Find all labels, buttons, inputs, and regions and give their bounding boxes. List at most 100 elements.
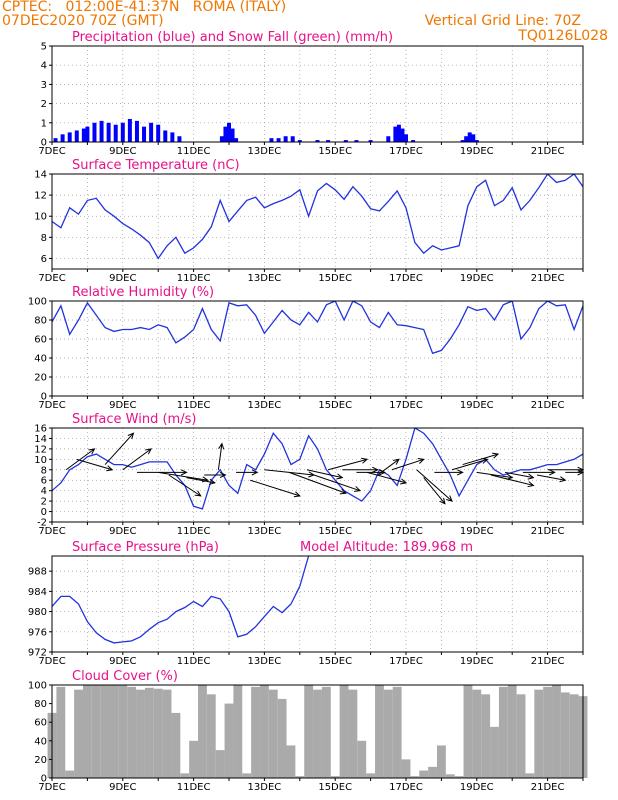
wind-arrow-head [194,490,202,497]
cloud-bar [304,685,314,778]
precip-bar [368,140,373,142]
precip-bar [386,136,391,142]
panel-3-area [52,301,583,396]
precip-bar [99,120,104,142]
header-station: CPTEC: 012:00E-41:37N ROMA (ITALY) [2,0,287,15]
panel-5-frame [51,555,584,653]
wind-arrow-head [392,458,400,465]
precip-bar [85,126,90,142]
panel-4-ytick-label: 14 [34,434,47,445]
cloud-bar [498,686,508,778]
cloud-bar [180,773,190,778]
cloud-bar [242,773,252,778]
cloud-bar [436,745,446,778]
panel-4-xtick-label: 15DEC [318,526,352,537]
precip-bar [142,126,147,142]
cloud-bar [321,686,331,778]
panel-4-xtick-label: 17DEC [389,526,423,537]
cloud-bar [490,726,499,778]
wind-arrow-head [88,448,96,455]
wind-arrow [366,471,407,484]
precip-bar [92,122,97,142]
panel-4-xtick-label: 7DEC [38,526,65,537]
wind-arrow [451,458,488,471]
panel-1-ytick-label: 5 [41,42,47,53]
precip-bar [460,140,465,142]
precip-bar [411,140,416,142]
cloud-bar [295,776,305,778]
precip-bar [269,138,274,142]
panel-1-frame [51,45,584,143]
panel-4-ytick-label: 8 [41,465,47,476]
panel-3-title: Relative Humidity (%) [72,285,214,300]
panel-3-xtick-label: 21DEC [531,400,565,411]
precip-bar [343,140,348,142]
cloud-bar [56,686,66,778]
wind-arrow-head [559,476,567,483]
panel-3-ytick-label: 60 [34,335,47,346]
wind-arrow-head [417,458,425,464]
wind-arrow [217,443,223,470]
cloud-bar [366,773,376,778]
panel-5-xtick-label: 7DEC [38,656,65,667]
precip-bar [393,126,398,142]
panel-4-xtick-label: 9DEC [109,526,136,537]
panel-6-ytick-label: 80 [34,699,47,710]
panel-6-xtick-label: 11DEC [177,782,211,793]
panel-4-xtick-label: 19DEC [460,526,494,537]
panel-5-ytick-label: 980 [28,607,47,618]
precip-bar [219,136,224,142]
panel-5-ytick-label: 976 [28,627,47,638]
precip-bar [396,124,401,142]
wind-arrow [250,479,300,497]
precip-bar [474,140,479,142]
panel-6-ytick-label: 60 [34,718,47,729]
cloud-bar [100,685,110,778]
precip-bar [177,136,182,142]
cloud-bar [153,688,163,778]
precip-bar [120,122,125,142]
panel-1-xtick-label: 13DEC [248,146,282,157]
panel-1-xtick-label: 9DEC [109,146,136,157]
panel-1-ytick-label: 1 [41,118,47,129]
cloud-bar [109,685,119,778]
cloud-bar [534,689,544,778]
panel-2-frame [51,173,584,270]
wind-arrow [306,469,343,479]
cloud-bar [419,770,429,778]
panel-4-ytick-label: -2 [37,518,47,529]
wind-arrow-head [361,457,369,464]
wind-arrow-head [379,469,386,476]
panel-3-frame [51,300,584,397]
wind-arrow [476,471,513,479]
cloud-bar [481,694,491,778]
header-run-time: 07DEC2020 70Z (GMT) [2,13,164,29]
wind-arrow-head [180,469,188,476]
panel-2-xtick-label: 15DEC [318,273,352,284]
panel-1-xtick-label: 17DEC [389,146,423,157]
panel-3-ytick-label: 100 [28,297,47,308]
cloud-bar [224,703,234,778]
panel-1-xtick-label: 7DEC [38,146,65,157]
panel-1-area [52,46,583,142]
cloud-bar [516,694,526,778]
panel-4-frame [51,427,584,523]
panel-6-frame [51,684,584,779]
precip-bar [315,140,320,142]
panel-5-ytick-label: 984 [28,587,47,598]
panel-5-xtick-label: 13DEC [248,656,282,667]
precip-bar [156,124,161,142]
precip-bar [290,136,295,142]
wind-arrow-head [527,481,535,488]
wind-arrow [186,477,215,484]
precip-bar [464,136,469,142]
panel-4-ytick-label: 2 [41,497,47,508]
wind-arrow-head [218,442,225,450]
wind-arrow-head [106,465,114,472]
panel-6-ytick-label: 100 [28,681,47,692]
cloud-bar [472,689,482,778]
precip-bar [149,122,154,142]
cloud-bar [428,766,437,778]
cloud-bar [392,686,402,778]
panel-2-xtick-label: 13DEC [248,273,282,284]
